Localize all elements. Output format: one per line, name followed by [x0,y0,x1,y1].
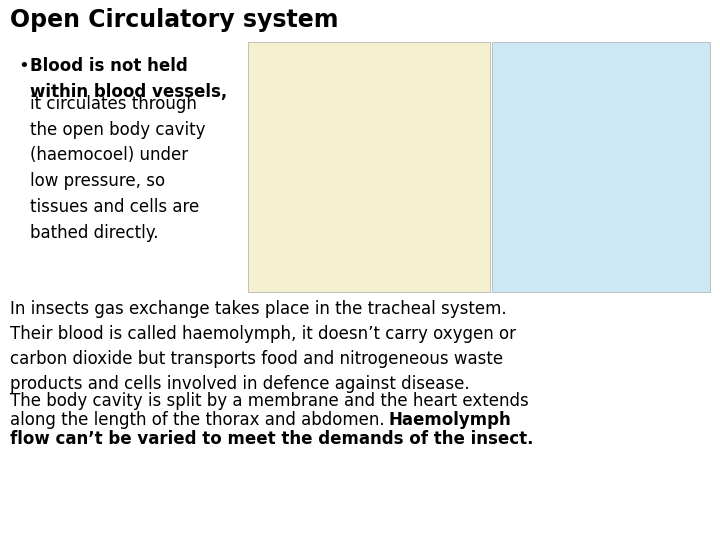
Text: Haemolymph: Haemolymph [388,411,510,429]
Text: Open Circulatory system: Open Circulatory system [10,8,338,32]
Text: Blood is not held
within blood vessels,: Blood is not held within blood vessels, [30,57,228,100]
Text: flow can’t be varied to meet the demands of the insect.: flow can’t be varied to meet the demands… [10,430,534,448]
FancyBboxPatch shape [248,42,490,292]
Text: along the length of the thorax and abdomen.: along the length of the thorax and abdom… [10,411,390,429]
Text: •: • [18,57,29,75]
Text: In insects gas exchange takes place in the tracheal system.
Their blood is calle: In insects gas exchange takes place in t… [10,300,516,393]
Text: it circulates through
the open body cavity
(haemocoel) under
low pressure, so
ti: it circulates through the open body cavi… [30,95,205,241]
FancyBboxPatch shape [492,42,710,292]
Text: The body cavity is split by a membrane and the heart extends: The body cavity is split by a membrane a… [10,392,528,410]
